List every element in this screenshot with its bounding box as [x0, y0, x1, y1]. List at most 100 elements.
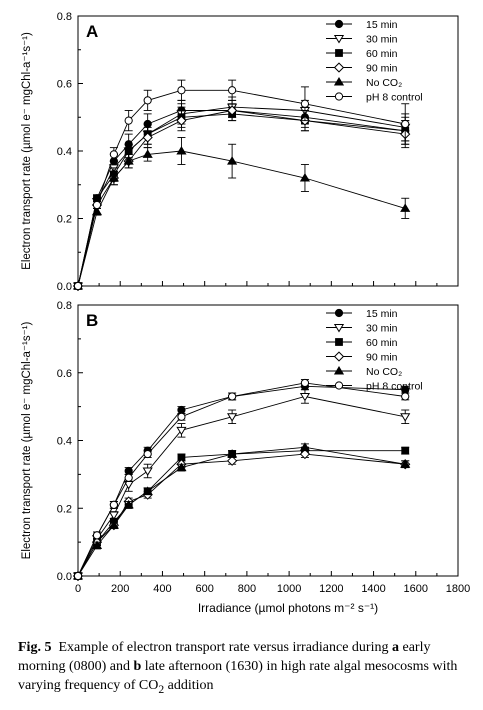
- caption-subscript: 2: [158, 682, 165, 696]
- panel-a-series-ph-8-control-point: [300, 99, 310, 108]
- panel-b-series-15-min-point: [124, 466, 133, 476]
- panel-a-series-90-min-point: [142, 132, 153, 143]
- panel-a-legend-marker-90-min: [333, 62, 345, 73]
- panel-b-ytick-label: 0.4: [57, 436, 72, 448]
- panel-b-series-90-min: [72, 448, 411, 582]
- panel-b-legend-marker-15-min: [334, 308, 344, 318]
- caption-text-1: Example of electron transport rate versu…: [58, 640, 392, 655]
- panel-a-series-15-min: [73, 99, 410, 291]
- panel-b-xtick-label: 1400: [361, 583, 385, 595]
- panel-a-legend: 15 min 30 min 60 min 90 min No CO₂ pH 8 contr…: [326, 19, 423, 104]
- panel-b-legend-label-no-co2: No CO₂: [366, 366, 402, 378]
- panel-b-ytick-label: 0.8: [57, 300, 72, 312]
- panel-a-series-no-co-point: [299, 173, 311, 182]
- panel-a-series-no-co-point: [176, 146, 187, 155]
- panel-a-legend-label-60-min: 60 min: [366, 48, 398, 60]
- panel-a-series-60-min-line: [77, 113, 406, 287]
- panel-b-series-no-co-point: [400, 459, 411, 468]
- panel-a: 0.0 0.2 0.4 0.6 0.8 Electron transport rate (…: [21, 11, 459, 293]
- panel-b-series-ph-8-control-point: [92, 531, 102, 540]
- panel-a-legend-marker-ph-8-control: [334, 92, 344, 101]
- panel-b-xtick-label: 600: [195, 583, 213, 595]
- figure-5: 0.0 0.2 0.4 0.6 0.8 Electron transport rate (…: [21, 11, 470, 615]
- panel-b-series-15-min-point: [177, 405, 186, 415]
- panel-b-series-no-co-point: [227, 449, 238, 458]
- panel-a-series-15-min-line: [77, 110, 406, 287]
- panel-b-ytick-label: 0.6: [57, 368, 72, 380]
- panel-b-legend-label-60-min: 60 min: [366, 337, 398, 349]
- panel-a-series-no-co-point: [108, 173, 119, 182]
- panel-b-series-no-co-point: [176, 462, 187, 472]
- panel-a-legend-label-no-co2: No CO₂: [366, 77, 402, 89]
- panel-b-ytick-label: 0.2: [57, 503, 72, 515]
- panel-b-ytick-label: 0.0: [57, 571, 72, 583]
- caption-text-3: late afternoon (1630) in high rate algal…: [18, 659, 458, 693]
- panel-a-series-ph-8-control-point: [73, 281, 83, 291]
- panel-a-series-ph-8-control-point: [228, 86, 237, 95]
- panel-b-series-ph-8-control-point: [401, 392, 410, 401]
- panel-b-series-no-co-point: [123, 499, 134, 509]
- panel-b-xtick-label: 1200: [319, 583, 343, 595]
- panel-b-series-30-min: [72, 389, 411, 581]
- panel-a-legend-label-30-min: 30 min: [366, 34, 398, 46]
- panel-b-legend-marker-ph-8-control: [334, 381, 344, 390]
- caption-text-4: addition: [164, 678, 214, 693]
- panel-b-legend-label-90-min: 90 min: [366, 352, 398, 364]
- panel-b-series-90-min-point: [299, 448, 311, 460]
- panel-b-series-no-co: [72, 442, 411, 580]
- panel-a-letter: A: [86, 22, 98, 41]
- panel-a-series-ph-8-control-point: [177, 86, 186, 95]
- panel-b-series-no-co-point: [91, 540, 103, 550]
- panel-b-series-ph-8-control-point: [300, 378, 310, 388]
- panel-a-frame: [77, 15, 459, 287]
- panel-a-ytick-label: 0.2: [57, 214, 72, 226]
- panel-b-series-30-min-point: [227, 413, 238, 422]
- panel-a-legend-label-90-min: 90 min: [366, 63, 398, 75]
- panel-b-series-no-co-point: [299, 442, 311, 451]
- panel-a-ytick-label: 0.0: [57, 281, 72, 293]
- panel-a-series-90-min-point: [227, 105, 238, 116]
- panel-b: 0.0 0.2 0.4 0.6 0.8 0 200 400 600 800 1000 1200 1400…: [21, 300, 470, 595]
- panel-a-series-ph-8-control-point: [143, 96, 152, 105]
- panel-b-series-no-co-point: [108, 520, 119, 529]
- panel-a-ytick-label: 0.4: [57, 146, 72, 158]
- panel-b-series-ph-8-control-point: [177, 412, 186, 421]
- panel-a-series-90-min-point: [176, 115, 187, 126]
- panel-a-series-no-co-point: [227, 156, 238, 165]
- panel-b-xtick-label: 1000: [277, 583, 301, 595]
- panel-b-xtick-label: 800: [238, 583, 256, 595]
- panel-b-series-30-min-point: [299, 392, 311, 402]
- panel-b-legend-label-30-min: 30 min: [366, 323, 398, 335]
- panel-a-series-90-min: [72, 99, 411, 292]
- panel-a-series-no-co-point: [142, 149, 153, 158]
- panel-b-xtick-label: 0: [75, 583, 81, 595]
- panel-a-y-axis-label: Electron transport rate (µmol e⁻ mgChl-a…: [21, 32, 33, 270]
- panel-b-series-ph-8-control-point: [228, 392, 237, 401]
- panel-b-frame: [77, 304, 459, 577]
- panel-a-legend-marker-no-co2: [333, 77, 345, 86]
- panel-a-ytick-label: 0.8: [57, 11, 72, 23]
- panel-b-series-30-min-point: [108, 511, 119, 520]
- x-axis-label: Irradiance (µmol photons m⁻² s⁻¹): [198, 601, 378, 615]
- panel-a-legend-label-15-min: 15 min: [366, 19, 398, 31]
- panel-b-xtick-label: 1800: [446, 583, 470, 595]
- panel-a-legend-marker-30-min: [333, 35, 345, 44]
- panel-b-series-no-co-line: [77, 446, 406, 577]
- caption-text-2: early morning (0800) and: [18, 640, 431, 674]
- panel-b-legend: 15 min 30 min 60 min 90 min No CO₂ pH 8 contr…: [326, 308, 423, 393]
- panel-b-series-ph-8-control-point: [124, 473, 133, 482]
- panel-a-series-ph-8-control-point: [92, 200, 102, 210]
- panel-a-series-no-co-point: [400, 203, 411, 212]
- panel-b-series-30-min-point: [142, 467, 153, 476]
- panel-b-series-no-co-point: [142, 486, 153, 495]
- caption-panel-b: b: [133, 659, 142, 674]
- caption-panel-a: a: [392, 640, 399, 655]
- panel-b-legend-label-ph-8-control: pH 8 control: [366, 381, 423, 393]
- panel-b-legend-marker-no-co2: [333, 366, 345, 375]
- panel-b-series-30-min-point: [400, 413, 411, 422]
- panel-a-series-ph-8-control-point: [109, 150, 118, 159]
- panel-b-y-axis-label: Electron transport rate (µmol e⁻ mgChl-a…: [21, 322, 33, 560]
- panel-b-legend-marker-90-min: [333, 351, 345, 362]
- panel-a-series-60-min-point: [124, 147, 133, 155]
- panel-b-series-90-min-point: [227, 455, 238, 466]
